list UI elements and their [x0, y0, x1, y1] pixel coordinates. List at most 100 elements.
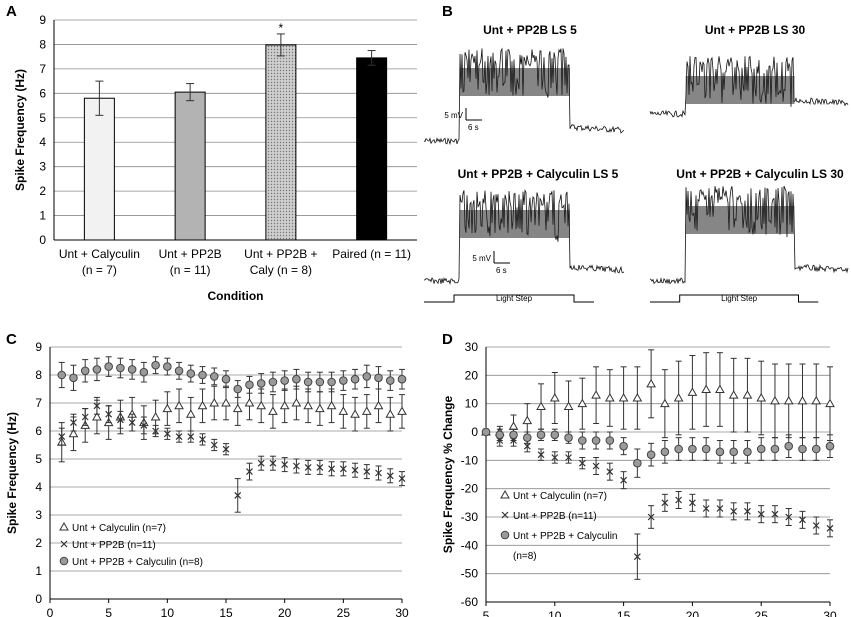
d-point-x	[578, 459, 586, 467]
d-xtick-label: 5	[483, 609, 490, 617]
c-point-circle	[233, 384, 243, 394]
d-point-x	[785, 513, 793, 521]
d-point-triangle	[632, 392, 643, 402]
c-point-circle	[80, 366, 90, 376]
c-point-circle	[57, 370, 67, 380]
d-xtick-label: 30	[823, 609, 837, 617]
a-ytick-label: 4	[39, 135, 46, 149]
c-point-triangle	[268, 406, 278, 415]
d-point-x	[675, 496, 683, 504]
d-point-triangle	[577, 398, 588, 408]
c-point-circle	[127, 365, 137, 374]
c-point-x	[81, 413, 89, 421]
d-ytick-label: 10	[465, 397, 479, 411]
c-point-x	[281, 461, 289, 469]
d-point-triangle	[728, 390, 739, 399]
d-point-x	[606, 468, 614, 476]
d-point-circle	[605, 436, 615, 445]
d-point-triangle	[770, 395, 780, 405]
d-point-circle	[646, 450, 656, 459]
c-point-circle	[315, 377, 325, 387]
c-point-triangle	[385, 409, 396, 418]
d-ytick-label: -10	[461, 453, 479, 467]
b-voltage-trace	[423, 189, 625, 285]
d-point-circle	[798, 444, 807, 454]
c-point-circle	[374, 373, 383, 383]
d-point-triangle	[508, 421, 519, 430]
c-xtick-label: 0	[47, 606, 54, 617]
c-point-x	[246, 468, 253, 476]
c-point-triangle	[92, 411, 102, 421]
c-point-x	[187, 433, 195, 441]
d-point-circle	[522, 433, 532, 442]
d-point-circle	[481, 427, 491, 437]
c-legend-entry: Unt + PP2B (n=11)	[72, 540, 156, 551]
b-trace-title: Unt + PP2B + Calyculin LS 30	[676, 167, 844, 181]
d-point-circle	[509, 430, 518, 440]
c-point-circle	[397, 374, 407, 384]
d-point-circle	[770, 444, 780, 454]
c-point-x	[304, 463, 312, 471]
c-point-x	[163, 430, 171, 438]
d-point-triangle	[604, 392, 615, 402]
d-ytick-label: 0	[471, 425, 478, 439]
a-y-axis-title: Spike Frequency (Hz)	[13, 69, 27, 191]
d-point-circle	[715, 447, 725, 457]
c-xtick-label: 10	[161, 606, 175, 617]
d-point-x	[826, 524, 834, 532]
c-point-x	[128, 419, 136, 427]
c-point-x	[175, 433, 183, 441]
c-point-triangle	[361, 406, 372, 415]
b-trace-plateau	[685, 206, 795, 234]
d-ytick-label: -30	[461, 510, 479, 524]
c-legend-entry: Unt + Calyculin (n=7)	[72, 523, 166, 534]
d-point-triangle	[618, 392, 629, 402]
d-point-x	[702, 505, 710, 512]
c-y-axis-title: Spike Frequency (Hz)	[5, 412, 19, 534]
b-trace-plateau	[685, 76, 795, 104]
panel-d-label: D	[442, 331, 453, 348]
d-point-circle	[578, 436, 587, 445]
d-point-circle	[495, 430, 505, 440]
d-point-triangle	[646, 378, 656, 388]
d-point-circle	[688, 444, 697, 454]
c-point-triangle	[291, 397, 302, 407]
c-ytick-label: 2	[35, 536, 42, 550]
d-point-x	[812, 522, 820, 529]
b-trace-title: Unt + PP2B LS 30	[705, 23, 806, 37]
c-point-circle	[139, 367, 149, 377]
d-point-x	[551, 454, 559, 461]
c-legend-marker-triangle	[59, 521, 69, 531]
c-legend-entry: Unt + PP2B + Calyculin (n=8)	[72, 557, 203, 568]
a-ytick-label: 2	[39, 184, 46, 198]
panel-c-scatter-chart: 0 1 2 3 4 5 6 7 8 9 0 5 10 15 20 25 30 Unt + Calyculin (n…	[5, 340, 409, 617]
d-y-axis-title: Spike Frequency % Change	[441, 395, 455, 553]
c-point-circle	[339, 376, 348, 385]
c-point-x	[199, 435, 206, 443]
a-ytick-label: 0	[39, 233, 46, 247]
d-point-x	[730, 507, 738, 515]
d-point-x	[620, 476, 628, 484]
d-point-circle	[564, 433, 573, 442]
d-point-x	[799, 516, 806, 524]
d-point-x	[633, 553, 641, 561]
c-point-x	[210, 441, 218, 449]
d-point-x	[771, 510, 779, 518]
c-point-circle	[350, 374, 360, 384]
c-point-circle	[280, 376, 289, 385]
c-point-x	[140, 421, 148, 429]
d-point-triangle	[783, 395, 794, 405]
b-voltage-trace	[649, 185, 849, 285]
d-xtick-label: 20	[686, 609, 700, 617]
c-point-triangle	[209, 397, 220, 407]
d-point-circle	[743, 447, 752, 457]
d-point-circle	[756, 444, 766, 454]
a-category-label: (n = 7)	[82, 263, 117, 277]
d-point-x	[744, 507, 751, 515]
c-point-triangle	[338, 406, 349, 415]
c-point-circle	[104, 362, 113, 371]
b-scale-s-label: 6 s	[496, 266, 507, 275]
c-ytick-label: 9	[35, 340, 42, 354]
c-point-triangle	[232, 403, 243, 413]
